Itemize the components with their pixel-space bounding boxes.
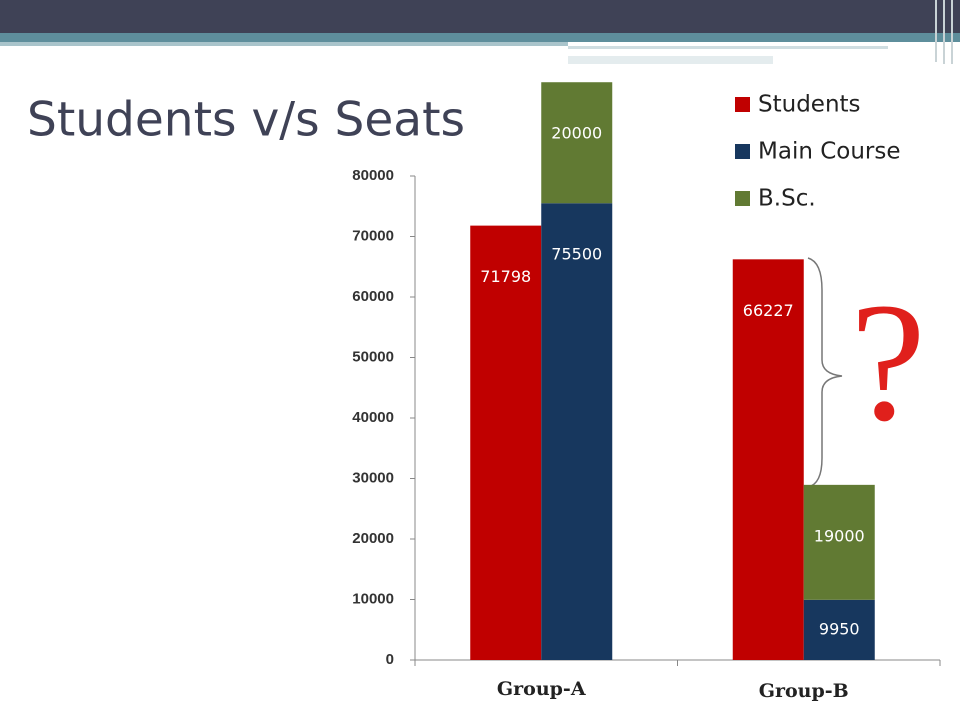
brace [807, 257, 843, 488]
value-label: 66227 [743, 301, 794, 320]
legend-swatch [735, 144, 750, 159]
y-tick-label: 20000 [352, 530, 394, 547]
legend-swatch [735, 191, 750, 206]
corner-lines [935, 0, 953, 64]
bar [541, 82, 613, 204]
bar [732, 259, 804, 660]
header-line [568, 56, 773, 64]
value-label: 20000 [551, 124, 602, 143]
header-strip [0, 33, 960, 42]
slide-title: Students v/s Seats [27, 93, 465, 148]
y-tick-label: 30000 [352, 469, 394, 486]
value-label: 9950 [819, 619, 860, 638]
legend-swatch [735, 97, 750, 112]
value-label: 71798 [480, 267, 531, 286]
bar [803, 484, 875, 600]
x-tick-label: Group-B [759, 680, 849, 702]
y-tick-label: 40000 [352, 409, 394, 426]
y-tick-label: 50000 [352, 348, 394, 365]
header-line [0, 42, 568, 46]
header-bar [0, 0, 960, 33]
legend-label: Main Course [758, 139, 901, 165]
value-label: 19000 [814, 526, 865, 545]
y-tick-label: 10000 [352, 590, 394, 607]
y-tick-label: 70000 [352, 227, 394, 244]
legend-label: B.Sc. [758, 186, 816, 212]
x-tick-label: Group-A [497, 678, 586, 700]
legend-label: Students [758, 92, 861, 118]
bar [541, 203, 613, 660]
y-tick-label: 80000 [352, 167, 394, 184]
bar [470, 225, 542, 660]
y-tick-label: 0 [386, 651, 394, 668]
y-tick-label: 60000 [352, 288, 394, 305]
header-line [568, 46, 888, 49]
bar [803, 599, 875, 660]
annotation: ? [850, 268, 925, 456]
value-label: 75500 [551, 245, 602, 264]
